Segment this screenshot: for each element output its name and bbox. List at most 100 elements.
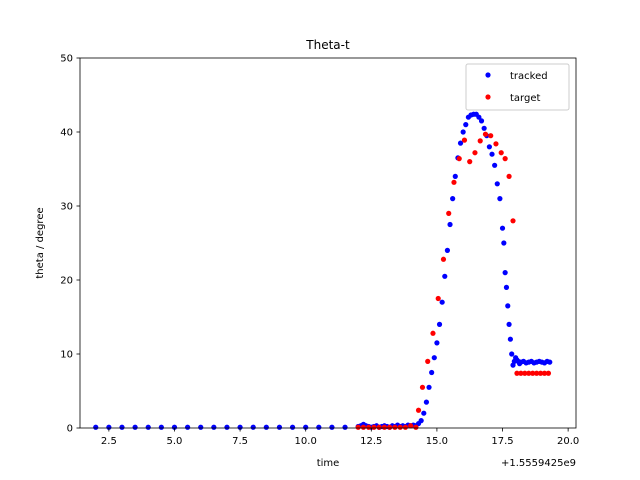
tracked-point (289, 424, 296, 430)
tracked-point (447, 221, 453, 228)
target-point (387, 424, 393, 430)
target-point (419, 384, 426, 390)
legend-box (465, 63, 570, 111)
tracked-point (499, 225, 506, 231)
tracked-point (171, 424, 178, 430)
x-axis: 2.5 5.0 7.5 10.0 12.5 15.0 17.5 20.0 (101, 428, 579, 447)
tracked-point (547, 359, 553, 365)
tracked-point (436, 321, 443, 327)
x-axis-label: time (317, 458, 340, 469)
tracked-point (439, 299, 445, 305)
x-tick-label: 2.5 (101, 436, 117, 447)
target-point (530, 370, 536, 376)
target-point (472, 150, 478, 156)
tracked-point (501, 240, 507, 246)
target-point (518, 370, 524, 376)
tracked-point (509, 351, 515, 357)
y-tick-label: 10 (60, 350, 73, 361)
tracked-point (497, 196, 503, 202)
tracked-point (452, 173, 458, 179)
target-point (461, 137, 468, 143)
tracked-point (132, 424, 138, 430)
target-point (435, 295, 441, 302)
target-point (522, 370, 528, 376)
tracked-point (93, 424, 99, 430)
tracked-point (263, 424, 269, 430)
x-tick-label: 12.5 (360, 436, 382, 447)
tracked-point (492, 162, 498, 168)
tracked-point (486, 144, 492, 150)
x-tick-label: 15.0 (426, 436, 448, 447)
legend-marker-tracked (485, 72, 491, 78)
x-tick-label: 7.5 (232, 436, 248, 447)
y-axis-label: theta / degree (35, 207, 46, 278)
tracked-point (329, 424, 335, 430)
plot-frame (79, 57, 577, 429)
target-point (355, 424, 361, 430)
tracked-point (106, 424, 112, 430)
tracked-point (119, 424, 125, 430)
x-tick-label: 5.0 (167, 436, 183, 447)
plot-area (93, 111, 553, 430)
tracked-point (418, 418, 424, 424)
target-point (381, 424, 388, 430)
tracked-point (211, 424, 217, 430)
tracked-point (429, 369, 435, 376)
target-point (413, 424, 419, 430)
y-tick-label: 0 (67, 424, 73, 435)
target-point (506, 173, 512, 179)
series-target (355, 131, 552, 430)
target-point (371, 424, 377, 430)
tracked-point (463, 122, 469, 128)
target-point (537, 370, 544, 376)
tracked-point (421, 410, 427, 416)
x-axis-offset-text: +1.5559425e9 (501, 458, 576, 469)
tracked-point (303, 424, 309, 430)
tracked-point (506, 321, 512, 327)
legend-label-target: target (510, 93, 540, 104)
tracked-point (478, 118, 485, 124)
target-point (360, 424, 367, 430)
target-point (477, 138, 483, 144)
tracked-point (434, 340, 440, 346)
target-point (541, 370, 548, 376)
target-point (446, 210, 452, 216)
tracked-point (476, 114, 482, 120)
x-tick-label: 17.5 (491, 436, 513, 447)
tracked-point (237, 424, 243, 430)
y-tick-label: 30 (60, 202, 73, 213)
target-point (451, 179, 457, 185)
target-point (376, 424, 382, 430)
target-point (415, 407, 422, 413)
target-point (488, 133, 494, 139)
target-point (545, 370, 552, 376)
legend-marker-target (485, 94, 491, 100)
target-point (392, 424, 398, 430)
y-axis: 0 10 20 30 40 50 (60, 54, 80, 435)
x-tick-label: 20.0 (557, 436, 579, 447)
target-point (514, 370, 520, 376)
tracked-point (184, 424, 191, 430)
target-point (402, 424, 409, 430)
tracked-point (426, 384, 432, 390)
target-point (493, 141, 499, 147)
tracked-point (316, 424, 322, 430)
target-point (430, 330, 436, 336)
target-point (482, 131, 489, 137)
legend: tracked target (465, 63, 570, 111)
tracked-point (481, 125, 487, 131)
tracked-point (198, 424, 204, 430)
tracked-point (224, 424, 230, 430)
tracked-point (250, 424, 256, 430)
target-point (498, 150, 504, 156)
legend-label-tracked: tracked (510, 71, 548, 82)
tracked-point (423, 399, 430, 405)
target-point (408, 423, 414, 429)
chart-title: Theta-t (305, 38, 350, 52)
target-point (467, 159, 473, 165)
tracked-point (158, 424, 164, 430)
x-tick-label: 10.0 (295, 436, 317, 447)
target-point (534, 370, 540, 376)
tracked-point (442, 273, 448, 279)
